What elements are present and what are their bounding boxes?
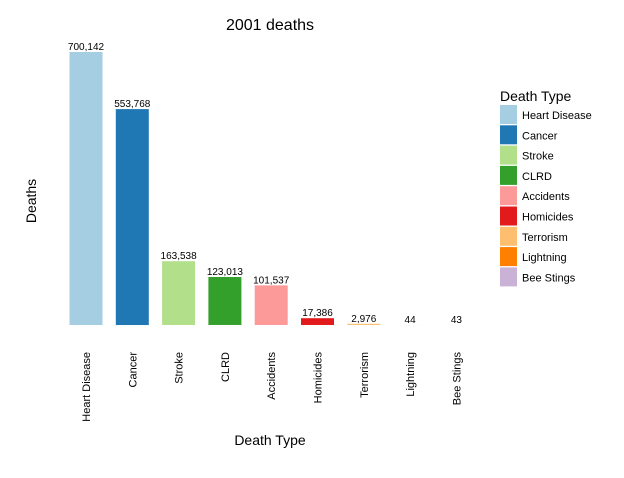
legend-swatch-homicides [500,206,517,226]
x-tick-lightning: Lightning [405,352,417,397]
bar-accidents [254,285,288,325]
legend-label-terrorism: Terrorism [522,232,568,244]
legend-title: Death Type [500,88,572,104]
legend-swatch-stroke [500,145,517,165]
legend-label-accidents: Accidents [522,191,570,203]
data-label-homicides: 17,386 [302,308,333,319]
legend-swatch-bee-stings [500,267,517,287]
x-axis-title: Death Type [234,432,306,448]
legend-swatch-accidents [500,186,517,206]
data-label-cancer: 553,768 [114,99,151,110]
x-tick-cancer: Cancer [127,352,139,388]
bar-stroke [162,261,196,325]
legend-swatch-clrd [500,165,517,185]
x-tick-labels-group: Heart Disease Cancer Stroke CLRD Accidents Ho… [81,352,463,422]
data-label-heart-disease: 700,142 [68,42,105,53]
legend-label-homicides: Homicides [522,212,574,224]
x-tick-terrorism: Terrorism [359,352,371,398]
legend-swatch-terrorism [500,226,517,246]
legend-label-bee-stings: Bee Stings [522,272,576,284]
data-labels-group: 700,142 553,768 163,538 123,013 101,537 17,38… [68,42,462,326]
data-label-bee-stings: 43 [451,315,463,326]
bar-homicides [301,318,334,325]
x-tick-stroke: Stroke [174,352,186,384]
legend-swatch-cancer [500,125,517,145]
x-tick-homicides: Homicides [313,352,325,404]
legend-label-cancer: Cancer [522,130,558,142]
bar-clrd [208,277,242,325]
y-axis-title: Deaths [23,179,39,223]
data-label-accidents: 101,537 [253,275,290,286]
legend-swatch-heart-disease [500,105,517,124]
legend-label-lightning: Lightning [522,252,567,264]
x-tick-clrd: CLRD [220,352,232,382]
legend-label-clrd: CLRD [522,171,552,183]
legend: Death Type Heart Disease Cancer Stroke CLRD… [500,88,592,287]
legend-label-heart-disease: Heart Disease [522,110,592,122]
legend-swatch-lightning [500,247,517,267]
data-label-stroke: 163,538 [161,251,198,262]
legend-label-stroke: Stroke [522,151,554,163]
bars-group [69,52,473,326]
data-label-terrorism: 2,976 [351,314,376,325]
legend-items: Heart Disease Cancer Stroke CLRD Accidents Ho… [500,105,592,287]
bar-heart-disease [69,52,103,325]
x-tick-heart-disease: Heart Disease [81,352,93,422]
x-tick-accidents: Accidents [266,352,278,400]
data-label-lightning: 44 [405,315,417,326]
data-label-clrd: 123,013 [207,267,244,278]
chart-title: 2001 deaths [226,17,314,34]
x-tick-bee-stings: Bee Stings [451,352,463,406]
bar-cancer [115,109,149,326]
bar-terrorism [347,323,381,325]
